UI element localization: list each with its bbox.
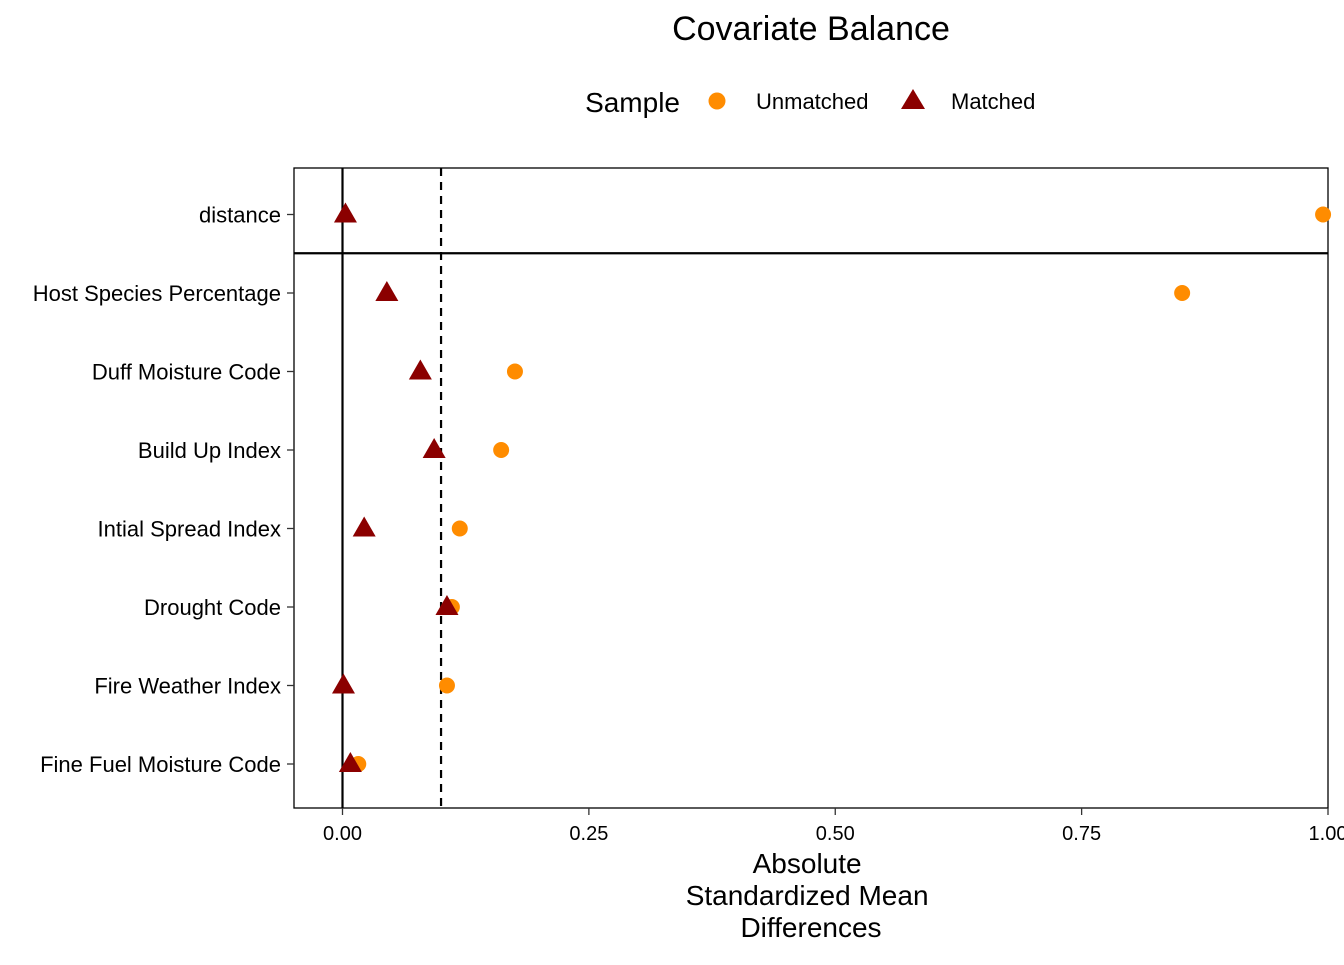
matched-point (352, 516, 376, 537)
legend-unmatched-circle-icon (708, 92, 726, 110)
x-axis-label-line-2: Standardized Mean (686, 880, 929, 911)
unmatched-point (493, 442, 510, 458)
x-tick-label: 0.00 (323, 823, 362, 845)
y-tick-label: distance (199, 203, 281, 228)
unmatched-point (1315, 206, 1332, 223)
x-tick-label: 0.75 (1062, 823, 1101, 845)
legend-label-matched: Matched (951, 89, 1035, 114)
plot-panel-border (293, 167, 1329, 809)
unmatched-point (1174, 285, 1191, 301)
matched-point (375, 281, 399, 301)
unmatched-point (506, 363, 523, 380)
x-tick-label: 0.50 (816, 823, 855, 845)
y-tick-label: Host Species Percentage (33, 281, 281, 306)
unmatched-point (438, 677, 455, 694)
y-tick-label: Build Up Index (138, 438, 281, 463)
y-tick-label: Fire Weather Index (94, 674, 281, 699)
x-axis-label-line-1: Absolute (753, 848, 862, 879)
legend: Sample Unmatched Matched (585, 87, 1035, 118)
plot-area: distance Host Species Percentage Duff Mois… (33, 167, 1344, 845)
matched-point (408, 359, 432, 380)
legend-title: Sample (585, 87, 680, 118)
y-tick-label: Duff Moisture Code (92, 360, 281, 385)
x-axis-label: Absolute Standardized Mean Differences (686, 848, 937, 943)
matched-point (422, 438, 446, 458)
y-tick-label: Drought Code (144, 595, 281, 620)
matched-point (331, 673, 355, 694)
legend-matched-triangle-icon (901, 89, 925, 109)
matched-point (333, 202, 357, 223)
unmatched-point (451, 520, 468, 537)
x-tick-label: 0.25 (569, 823, 608, 845)
matched-point (435, 595, 459, 615)
legend-label-unmatched: Unmatched (756, 89, 869, 114)
y-tick-label: Intial Spread Index (98, 517, 281, 542)
chart-title: Covariate Balance (672, 10, 950, 48)
x-axis-label-line-3: Differences (740, 912, 881, 943)
matched-point (338, 752, 362, 772)
y-tick-label: Fine Fuel Moisture Code (40, 752, 281, 777)
x-tick-label: 1.00 (1309, 823, 1344, 845)
